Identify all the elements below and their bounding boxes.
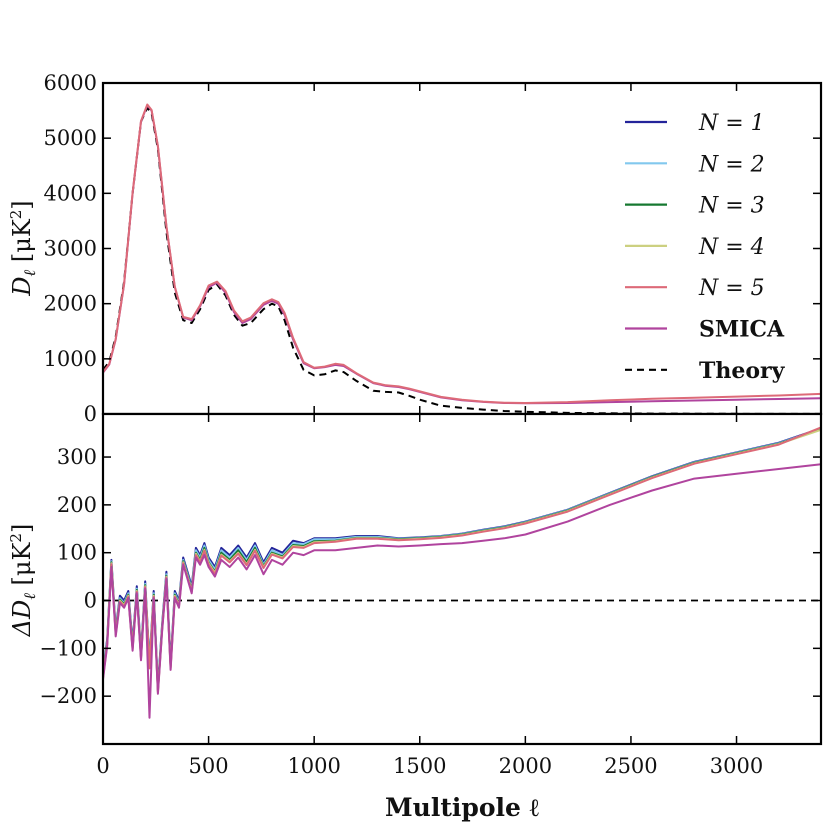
x-tick-label: 500: [189, 754, 229, 778]
bottom-plot-area: [103, 414, 821, 744]
bottom-series-group: [102, 426, 822, 719]
top-plot-area: [103, 83, 821, 414]
y-tick-label: 1000: [44, 347, 97, 371]
x-axis-label: Multipole ℓ: [385, 793, 539, 822]
x-tick-label: 2500: [604, 754, 657, 778]
y-tick-label: 3000: [44, 237, 97, 261]
legend-label: N = 4: [698, 235, 765, 260]
y-tick-label: 200: [57, 493, 97, 517]
y-tick-label: 6000: [44, 71, 97, 95]
legend-label: N = 2: [698, 152, 765, 177]
y-tick-label: 5000: [44, 126, 97, 150]
y-tick-label: 0: [84, 402, 97, 426]
bottom-plot-frame: [101, 412, 823, 746]
bottom-y-axis-label: ΔDℓ [μK2]: [7, 524, 39, 638]
y-tick-label: −100: [39, 636, 97, 660]
x-tick-label: 1000: [287, 754, 340, 778]
legend: N = 1 N = 2 N = 3 N = 4 N = 5 SMICA Theory: [625, 111, 786, 384]
top-y-axis-label: Dℓ [μK2]: [7, 200, 39, 296]
x-tick-label: 3000: [710, 754, 763, 778]
legend-label: Theory: [699, 358, 786, 384]
series-line-theory: [102, 106, 821, 415]
top-panel: 0 1000 2000 3000 4000 5000 6000 Dℓ [μK2] N = 1…: [7, 71, 823, 426]
y-tick-label: 4000: [44, 181, 97, 205]
x-tick-label: 2000: [499, 754, 552, 778]
series-line-smica: [102, 463, 822, 719]
y-tick-label: 300: [57, 445, 97, 469]
legend-label: N = 3: [698, 194, 765, 219]
y-tick-label: 0: [84, 589, 97, 613]
series-line-n-5: [102, 103, 822, 404]
legend-label: N = 5: [698, 276, 765, 301]
x-tick-label: 0: [96, 754, 109, 778]
legend-label: SMICA: [699, 317, 785, 343]
top-series-group: [102, 103, 822, 415]
y-tick-label: 100: [57, 541, 97, 565]
top-axis-ticks: 0 1000 2000 3000 4000 5000 6000: [44, 71, 821, 426]
y-tick-label: 2000: [44, 292, 97, 316]
legend-label: N = 1: [698, 111, 765, 136]
y-tick-label: −200: [39, 684, 97, 708]
x-tick-label: 1500: [393, 754, 446, 778]
